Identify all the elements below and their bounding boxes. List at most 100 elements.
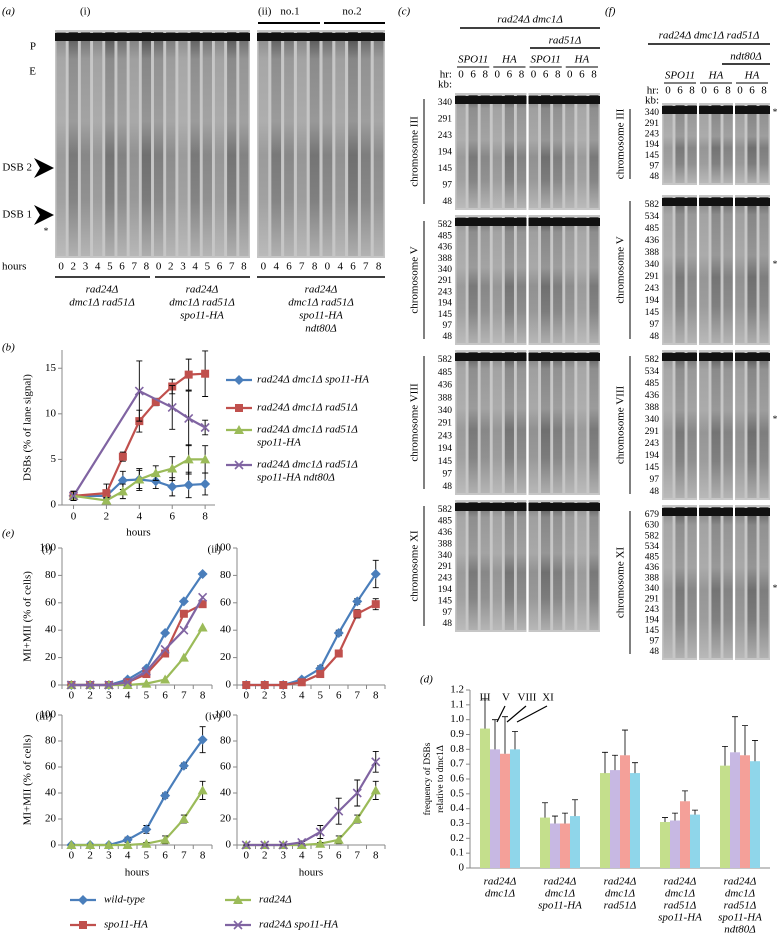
gel-lane [687,352,697,498]
marker [315,838,326,848]
error-bar [752,740,758,762]
lane-label: 6 [543,69,549,81]
marker [297,678,306,687]
allele-label: SPO11 [665,70,695,82]
kb-label: 436 [438,243,453,253]
marker [178,596,189,607]
gel-lane [699,197,709,343]
strain-label: rad24Δ [86,284,119,296]
kb-label: 145 [645,626,660,636]
gel-lane [589,502,599,630]
x-tick-label: 3 [106,850,112,862]
lane-label: 0 [458,69,464,81]
kb-label: 340 [438,406,453,416]
y-tick-label: 0 [226,839,232,851]
y-tick-label: 0.7 [450,758,464,770]
marker [316,670,325,679]
lane-label: 8 [376,261,382,273]
kb-label: 485 [645,552,660,562]
kb-label: 436 [645,391,660,401]
x-tick-label: 5 [318,850,324,862]
gel-lane [335,32,346,256]
kb-label: 194 [645,296,660,306]
gel-lane [711,105,721,183]
kb-label: 243 [438,574,453,584]
lane-label: 8 [519,69,525,81]
kb-label: 388 [438,393,453,403]
y-tick-label: 40 [220,787,232,799]
marker [179,609,188,618]
x-tick-label: rad24Δ [724,876,757,888]
lane-label: 4 [192,261,198,273]
bar [480,728,490,868]
kb-label: 582 [645,531,660,541]
part-label: (iv) [205,711,221,723]
gel-lane [711,352,721,498]
x-tick-label: 8 [200,690,206,702]
y-tick-label: 80 [220,735,232,747]
axis-label: hours [2,261,26,273]
y-tick-label: 40 [45,624,57,636]
gel-lane [577,352,587,493]
y-tick-label: 15 [45,362,57,374]
y-tick-label: 1.2 [450,684,464,696]
gel-lane [759,352,769,498]
gel-lane [239,32,249,256]
y-tick-label: 80 [45,735,57,747]
gel-lane [747,105,757,183]
marker [370,785,381,795]
marker [178,814,189,823]
y-tick-label: 0.2 [450,832,464,844]
y-tick-label: 0.5 [450,787,464,799]
marker [102,489,111,498]
lane-label: 8 [761,85,767,97]
x-tick-label: 4 [125,850,131,862]
gel-lane [117,32,127,256]
y-axis-label: MI+MII (% of cells) [22,734,34,825]
strain-label: spo11-HA [299,310,343,322]
chromosome-label: chromosome VIII [409,383,421,462]
chromosome-label: chromosome V [615,236,627,303]
kb-label: 534 [645,212,660,222]
genotype-label: rad51Δ [549,35,582,47]
gel-lane [528,217,539,343]
y-axis-label: relative to dmc1Δ [436,745,446,813]
x-tick-label: dmc1Δ [545,888,575,900]
y-tick-label: 0 [51,499,57,511]
lane-label: 0 [531,69,537,81]
gel-lane [565,95,575,208]
x-tick-label: dmc1Δ [725,888,755,900]
strain-label: spo11-HA [180,310,224,322]
kb-label: 145 [438,596,453,606]
kb-label: 291 [645,594,660,604]
lane-label: 7 [299,261,305,273]
lane-label: 6 [507,69,513,81]
y-tick-label: 20 [45,813,57,825]
x-tick-label: 6 [336,850,342,862]
kb-label: 340 [645,415,660,425]
kb-label: 582 [645,355,660,365]
kb-label: 48 [443,332,453,342]
gel-lane [565,502,575,630]
gel-lane [504,95,514,208]
y-tick-label: 0 [226,679,232,691]
gel-lane [284,32,294,256]
bar [750,761,760,868]
error-bar [682,790,688,802]
y-tick-label: 0 [51,679,57,691]
lane-label: 0 [665,85,671,97]
marker [103,840,114,849]
x-tick-label: 5 [144,690,150,702]
chromosome-label: chromosome VIII [615,386,627,465]
chromosome-label: chromosome XI [409,530,421,602]
marker [334,806,344,816]
kb-label: 534 [645,367,660,377]
series-pointer [496,705,506,723]
kb-label: 97 [650,320,660,330]
kb-label: 97 [443,181,453,191]
y-tick-label: 0.4 [450,802,464,814]
lane-label: 0 [261,261,267,273]
marker [150,476,161,487]
gel-lane [711,507,721,658]
x-tick-label: spo11-HA [658,912,702,924]
